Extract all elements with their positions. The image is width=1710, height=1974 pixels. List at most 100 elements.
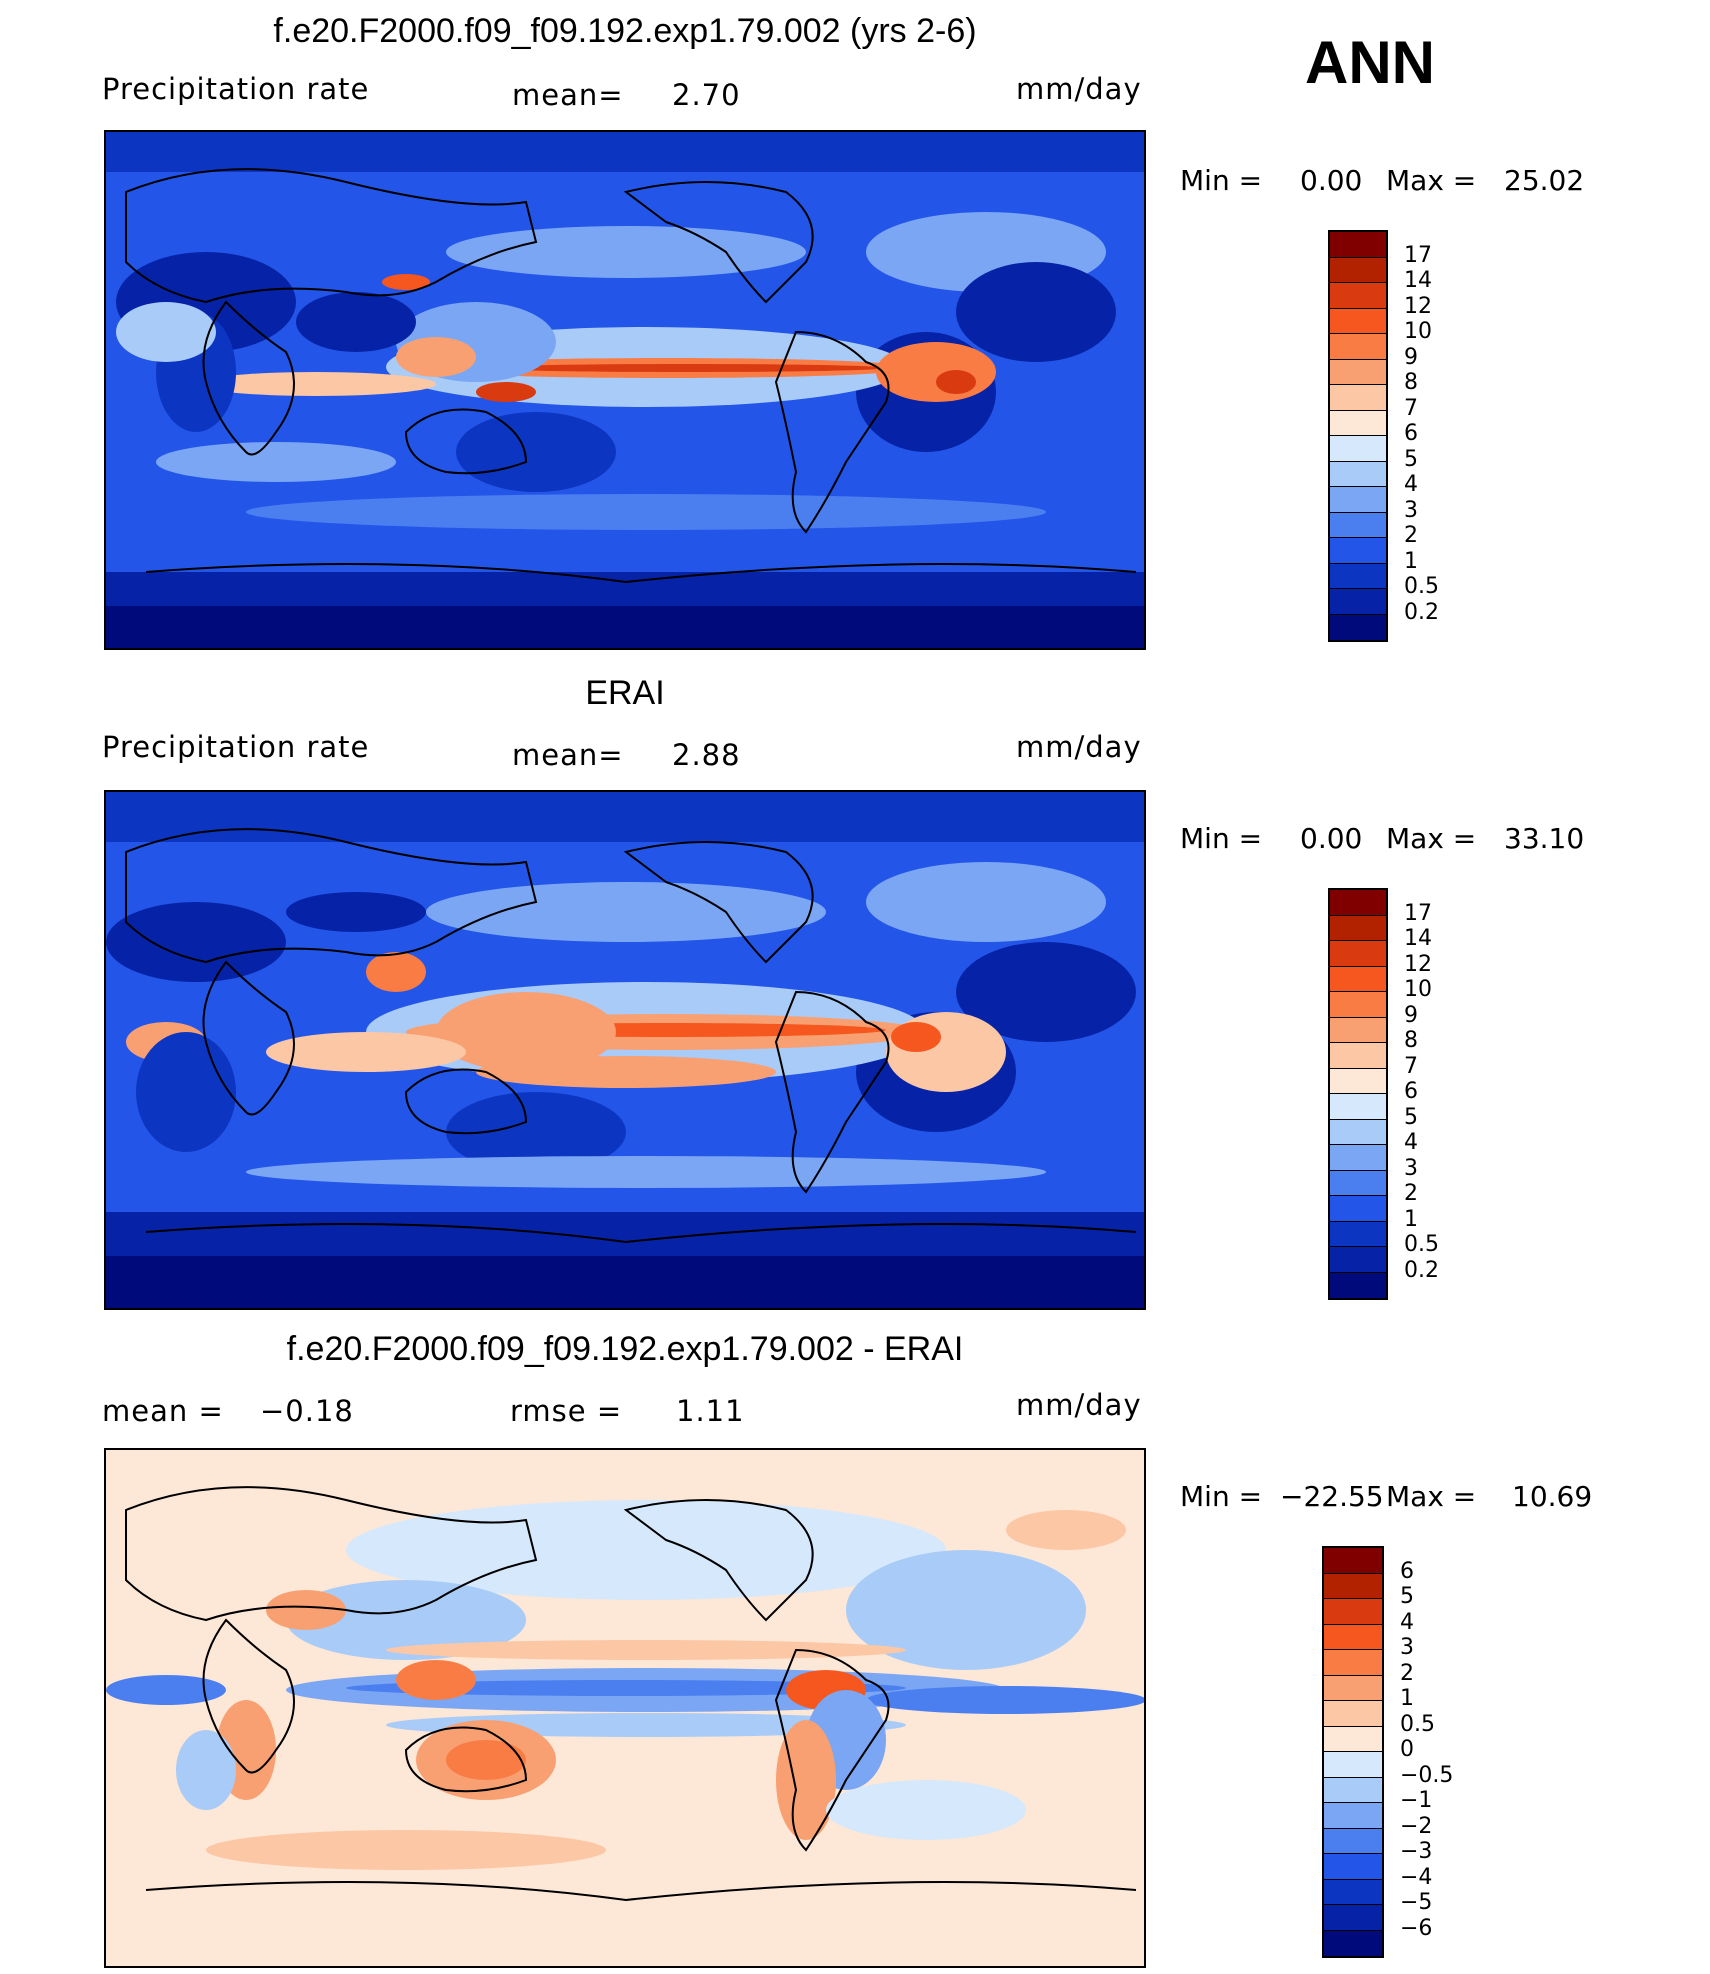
panel1-mean-label: mean= [512, 78, 624, 112]
panel1-colorbar-segment [1330, 232, 1386, 258]
panel1-colorbar-segment [1330, 385, 1386, 411]
panel3-colorbar-tick-label: −1 [1400, 1788, 1433, 1813]
panel2-colorbar-tick-label: 10 [1404, 977, 1432, 1002]
panel1-colorbar-tick-label: 12 [1404, 293, 1432, 319]
panel3-units: mm/day [1016, 1388, 1142, 1422]
panel1-colorbar-tick-label: 0.2 [1404, 599, 1439, 625]
panel3-colorbar-tick-label: −5 [1400, 1890, 1433, 1915]
panel2-colorbar-tick-label: 1 [1404, 1206, 1418, 1232]
panel2-min-label: Min = [1180, 822, 1263, 855]
panel3-colorbar-segment [1324, 1879, 1382, 1905]
panel2-colorbar-segment [1330, 890, 1386, 916]
panel1-colorbar-tick-label: 1 [1404, 548, 1418, 574]
panel3-colorbar-segment [1324, 1854, 1382, 1880]
panel3-colorbar-tick-label: −3 [1400, 1839, 1433, 1864]
panel2-colorbar-segment [1330, 1221, 1386, 1247]
panel3-colorbar-tick-label: 6 [1400, 1558, 1414, 1584]
panel2-map [104, 790, 1146, 1310]
panel1-colorbar-segment [1330, 614, 1386, 640]
panel1-colorbar-tick-label: 17 [1404, 242, 1432, 268]
panel3-colorbar-tick-label: 4 [1400, 1609, 1414, 1635]
panel3-colorbar-tick-label: 0.5 [1400, 1711, 1435, 1737]
panel3-colorbar-tick-label: −0.5 [1400, 1762, 1454, 1788]
panel2-max-value: 33.10 [1504, 822, 1585, 855]
panel2-colorbar-tick-label: 12 [1404, 951, 1432, 977]
panel1-colorbar-segment [1330, 308, 1386, 334]
panel2-map-svg [106, 792, 1144, 1308]
panel1-map-svg [106, 132, 1144, 648]
panel3-colorbar-segment [1324, 1624, 1382, 1650]
panel3-colorbar-segment [1324, 1828, 1382, 1854]
panel1-colorbar-tick-label: 2 [1404, 523, 1418, 548]
panel3-colorbar [1322, 1546, 1384, 1958]
panel1-colorbar-segment [1330, 563, 1386, 589]
panel3-colorbar-tick-label: 1 [1400, 1686, 1414, 1711]
panel1-colorbar-tick-label: 5 [1404, 446, 1418, 472]
panel2-colorbar-segment [1330, 1145, 1386, 1171]
panel1-colorbar-segment [1330, 512, 1386, 538]
panel2-colorbar-tick-label: 0.5 [1404, 1232, 1439, 1257]
panel3-min-label: Min = [1180, 1480, 1263, 1513]
panel2-colorbar [1328, 888, 1388, 1300]
panel1-max-value: 25.02 [1504, 164, 1585, 197]
panel2-colorbar-tick-label: 8 [1404, 1028, 1418, 1053]
panel3-colorbar-segment [1324, 1726, 1382, 1752]
panel2-colorbar-tick-label: 3 [1404, 1155, 1418, 1181]
panel2-colorbar-segment [1330, 1272, 1386, 1298]
panel2-colorbar-segment [1330, 1247, 1386, 1273]
panel3-colorbar-segment [1324, 1777, 1382, 1803]
panel2-colorbar-tick-label: 14 [1404, 926, 1432, 951]
panel2-colorbar-ticks: 17 14 12 10 9 8 7 6 5 4 3 2 1 0.5 0.2 [1404, 888, 1484, 1300]
panel1-colorbar-segment [1330, 283, 1386, 309]
panel3-rmse-value: 1.11 [676, 1394, 745, 1428]
panel2-colorbar-tick-label: 0.2 [1404, 1257, 1439, 1283]
panel1-colorbar-tick-label: 6 [1404, 421, 1418, 446]
panel1-colorbar [1328, 230, 1388, 642]
panel1-colorbar-tick-label: 0.5 [1404, 574, 1439, 599]
panel1-min-label: Min = [1180, 164, 1263, 197]
panel1-variable-label: Precipitation rate [102, 72, 370, 106]
panel3-mean-label: mean = [102, 1394, 224, 1428]
panel2-colorbar-tick-label: 4 [1404, 1130, 1418, 1155]
panel1-min-value: 0.00 [1300, 164, 1363, 197]
panel3-colorbar-tick-label: 0 [1400, 1737, 1414, 1762]
panel2-variable-label: Precipitation rate [102, 730, 370, 764]
panel2-colorbar-tick-label: 5 [1404, 1104, 1418, 1130]
panel2-colorbar-segment [1330, 1017, 1386, 1043]
panel2-colorbar-segment [1330, 1170, 1386, 1196]
panel3-colorbar-segment [1324, 1650, 1382, 1676]
panel3-colorbar-tick-label: −4 [1400, 1864, 1433, 1890]
panel3-map-svg [106, 1450, 1144, 1966]
panel3-colorbar-segment [1324, 1752, 1382, 1778]
panel2-colorbar-segment [1330, 966, 1386, 992]
panel1-map [104, 130, 1146, 650]
panel1-colorbar-segment [1330, 461, 1386, 487]
panel1-colorbar-tick-label: 3 [1404, 497, 1418, 523]
panel2-colorbar-segment [1330, 1094, 1386, 1120]
panel3-colorbar-tick-label: 5 [1400, 1584, 1414, 1609]
panel2-colorbar-segment [1330, 1119, 1386, 1145]
panel1-colorbar-ticks: 17 14 12 10 9 8 7 6 5 4 3 2 1 0.5 0.2 [1404, 230, 1484, 642]
panel2-colorbar-tick-label: 2 [1404, 1181, 1418, 1206]
panel1-colorbar-tick-label: 7 [1404, 395, 1418, 421]
panel2-colorbar-segment [1330, 941, 1386, 967]
panel1-colorbar-segment [1330, 487, 1386, 513]
panel3-colorbar-segment [1324, 1548, 1382, 1574]
panel1-max-label: Max = [1386, 164, 1477, 197]
panel3-rmse-label: rmse = [510, 1394, 623, 1428]
panel1-mean-value: 2.70 [672, 78, 741, 112]
panel3-colorbar-tick-label: −6 [1400, 1915, 1433, 1941]
panel2-units: mm/day [1016, 730, 1142, 764]
panel2-mean-label: mean= [512, 738, 624, 772]
panel2-max-label: Max = [1386, 822, 1477, 855]
panel2-mean-value: 2.88 [672, 738, 741, 772]
panel2-colorbar-segment [1330, 992, 1386, 1018]
panel3-title: f.e20.F2000.f09_f09.192.exp1.79.002 - ER… [286, 1330, 964, 1368]
panel2-colorbar-segment [1330, 915, 1386, 941]
panel1-colorbar-tick-label: 14 [1404, 268, 1432, 293]
panel3-colorbar-segment [1324, 1930, 1382, 1956]
panel1-colorbar-segment [1330, 257, 1386, 283]
panel1-colorbar-segment [1330, 589, 1386, 615]
panel2-colorbar-tick-label: 7 [1404, 1053, 1418, 1079]
panel3-max-label: Max = [1386, 1480, 1477, 1513]
